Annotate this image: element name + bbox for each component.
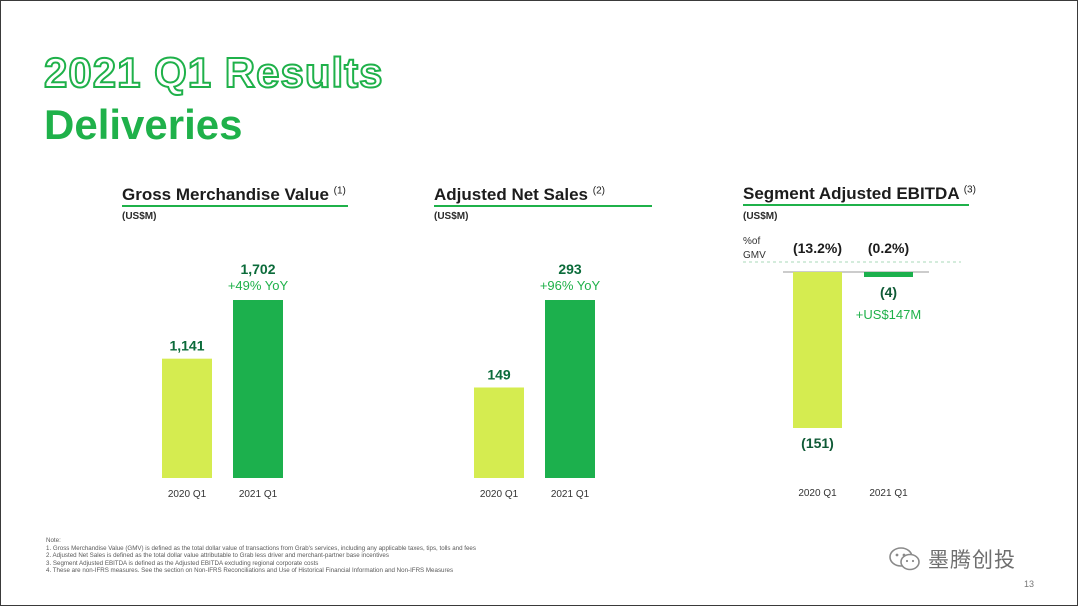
ebitda-category-label: 2021 Q1 [869,488,908,499]
gmv-bar [162,358,212,478]
ans-value-label: 149 [487,366,511,382]
footnote-line: 4. These are non-IFRS measures. See the … [46,567,454,575]
ans-category-label: 2020 Q1 [480,489,519,500]
ebitda-bar [793,272,842,428]
ans-yoy-annotation: +96% YoY [540,278,601,293]
watermark: 墨腾创投 [888,544,1016,574]
ebitda-chart: Segment Adjusted EBITDA (3) (US$M) %of GM… [731,160,1031,520]
pct-of-gmv-label: GMV [743,250,766,261]
gmv-yoy-annotation: +49% YoY [228,278,289,293]
gmv-category-label: 2021 Q1 [239,489,278,500]
gmv-value-label: 1,141 [169,338,204,354]
page-number: 13 [1023,579,1034,589]
gmv-value-label: 1,702 [240,261,275,277]
ans-category-label: 2021 Q1 [551,489,590,500]
gmv-title-rule [122,205,348,207]
ebitda-unit: (US$M) [743,211,778,222]
ans-plot: 149 2020 Q1 293 2021 Q1 +96% YoY [474,261,601,500]
footnotes: Note: 1. Gross Merchandise Value (GMV) i… [46,537,476,575]
pct-of-gmv-label: %of [743,236,760,247]
wechat-icon [889,547,920,571]
slide-subtitle: Deliveries [44,101,243,148]
slide-title: 2021 Q1 Results [43,49,384,96]
ebitda-bar [864,272,913,277]
gmv-chart: Gross Merchandise Value (1) (US$M) 1,141… [110,160,410,520]
gmv-plot: 1,141 2020 Q1 1,702 2021 Q1 +49% YoY [162,261,289,500]
footnote-line: 3. Segment Adjusted EBITDA is defined as… [46,559,319,567]
gmv-unit: (US$M) [122,211,157,222]
ebitda-value-label: (151) [801,435,834,451]
ebitda-chart-title: Segment Adjusted EBITDA (3) [743,184,976,203]
watermark-text: 墨腾创投 [928,548,1016,572]
ans-bar [474,387,524,478]
ebitda-change-annotation: +US$147M [856,307,921,322]
gmv-chart-title: Gross Merchandise Value (1) [122,185,346,204]
ans-chart: Adjusted Net Sales (2) (US$M) 149 2020 Q1… [422,160,722,520]
ebitda-category-label: 2020 Q1 [798,488,837,499]
ans-unit: (US$M) [434,211,469,222]
footnote-line: 2. Adjusted Net Sales is defined as the … [46,552,389,560]
ans-bar [545,300,595,478]
ans-value-label: 293 [558,261,582,277]
ans-title-rule [434,205,652,207]
gmv-bar [233,300,283,478]
gmv-category-label: 2020 Q1 [168,489,207,500]
ebitda-pct-of-gmv: (0.2%) [868,240,909,256]
ebitda-title-rule [743,204,969,206]
footnote-line: 1. Gross Merchandise Value (GMV) is defi… [46,544,476,552]
ebitda-pct-of-gmv: (13.2%) [793,240,842,256]
ebitda-value-label: (4) [880,284,897,300]
footnote-line: Note: [46,537,61,544]
ebitda-plot: %of GMV (13.2%) (151) 2020 Q1 (0.2%) (4) 2021 Q… [743,236,961,499]
ans-chart-title: Adjusted Net Sales (2) [434,185,605,204]
